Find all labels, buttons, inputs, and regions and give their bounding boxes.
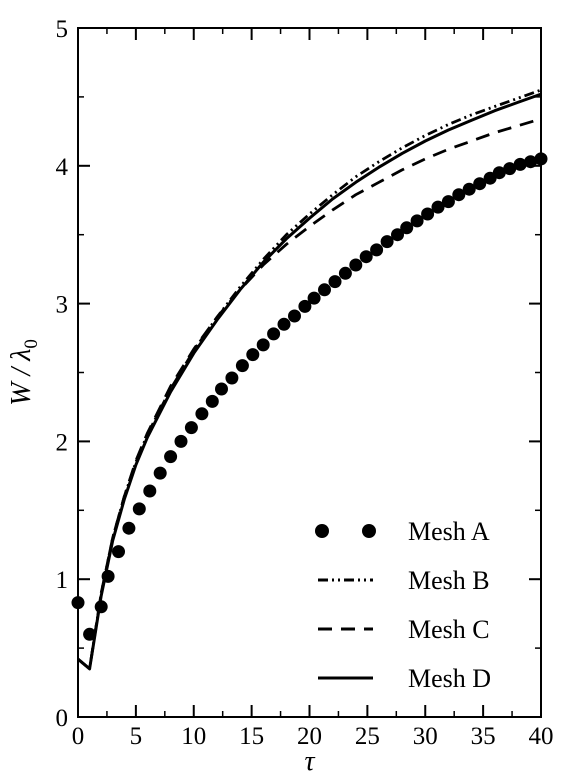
series-layer — [71, 88, 548, 671]
data-point — [205, 394, 219, 408]
data-point — [112, 545, 125, 559]
data-point — [246, 348, 260, 362]
data-point — [153, 466, 167, 480]
data-point — [421, 207, 435, 221]
y-tick-label: 1 — [56, 567, 69, 594]
x-tick-label: 0 — [72, 723, 85, 750]
data-point — [400, 221, 414, 235]
data-point — [503, 162, 517, 176]
data-point — [215, 382, 228, 396]
x-axis-title: τ — [304, 746, 315, 777]
legend-item-mesh-d: Mesh D — [318, 664, 491, 693]
x-tick-label: 25 — [355, 723, 380, 750]
legend-item-mesh-c: Mesh C — [318, 615, 490, 644]
legend-item-mesh-a: Mesh A — [315, 517, 490, 546]
data-point — [122, 521, 136, 535]
data-point — [452, 188, 466, 202]
x-tick-label: 20 — [297, 723, 322, 750]
data-point — [524, 155, 538, 169]
axis-ticks — [77, 27, 542, 718]
legend-label: Mesh A — [408, 517, 490, 546]
data-point — [462, 182, 476, 196]
data-point — [195, 407, 209, 421]
data-point — [267, 327, 281, 341]
y-tick-label: 3 — [56, 292, 69, 319]
x-tick-label: 40 — [529, 723, 554, 750]
data-point — [338, 266, 352, 280]
axis-tick-labels: 0 5 10 15 20 25 30 35 40 0 1 2 3 4 5 — [56, 16, 554, 750]
data-point — [391, 228, 404, 242]
data-point — [101, 569, 115, 583]
data-point — [225, 371, 239, 385]
data-point — [235, 359, 249, 373]
data-point — [184, 421, 198, 435]
data-point — [164, 450, 178, 464]
x-tick-label: 35 — [471, 723, 496, 750]
y-tick-label: 2 — [56, 429, 69, 456]
plot-frame — [77, 27, 542, 718]
data-point — [328, 275, 342, 289]
data-point — [288, 309, 301, 323]
data-point — [94, 600, 108, 614]
x-tick-label: 30 — [413, 723, 438, 750]
data-point — [410, 214, 424, 228]
x-tick-label: 15 — [239, 723, 264, 750]
y-tick-label: 5 — [56, 16, 69, 43]
legend-label: Mesh C — [408, 615, 490, 644]
y-axis-title-main: W / λ — [6, 349, 37, 406]
legend-label: Mesh B — [408, 566, 490, 595]
legend-swatch-dot — [362, 524, 376, 538]
x-tick-label: 10 — [181, 723, 206, 750]
data-point — [492, 166, 506, 180]
x-tick-label: 5 — [130, 723, 143, 750]
data-point — [277, 317, 291, 331]
legend-swatch-dot — [315, 524, 329, 538]
y-tick-label: 4 — [56, 154, 69, 181]
data-point — [83, 627, 97, 641]
legend: Mesh A Mesh B Mesh C Mesh D — [315, 517, 491, 693]
data-point — [349, 258, 363, 272]
data-point — [473, 177, 487, 191]
data-point — [380, 235, 394, 249]
legend-label: Mesh D — [408, 664, 491, 693]
y-axis-title: W / λ0 — [6, 339, 42, 406]
data-point — [143, 484, 157, 498]
data-point — [132, 502, 146, 516]
series-line-mesh-d — [77, 92, 542, 671]
data-point — [256, 338, 270, 352]
data-point — [359, 250, 373, 264]
data-point — [174, 434, 188, 448]
data-point — [431, 200, 445, 214]
y-axis-title-subscript: 0 — [21, 339, 42, 349]
data-point — [370, 243, 384, 257]
data-point — [318, 283, 331, 297]
data-point — [307, 291, 321, 305]
y-tick-label: 0 — [56, 705, 69, 732]
series-points-mesh-a — [71, 152, 548, 641]
data-point — [513, 157, 527, 171]
data-point — [298, 299, 312, 313]
legend-item-mesh-b: Mesh B — [318, 566, 490, 595]
data-point — [441, 195, 455, 209]
